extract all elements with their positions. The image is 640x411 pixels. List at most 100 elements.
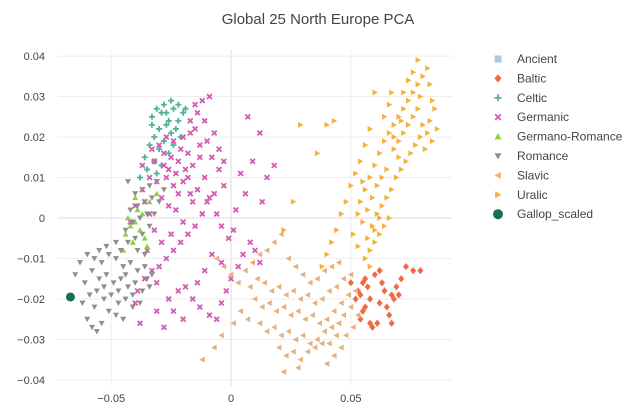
germanic-point	[158, 239, 165, 246]
legend-label: Uralic	[517, 188, 548, 202]
x-tick-label: 0.05	[340, 393, 361, 405]
uralic-point	[386, 215, 393, 221]
celtic-point	[148, 121, 155, 128]
slavic-point	[307, 340, 313, 347]
slavic-point	[199, 356, 205, 363]
romance-point	[146, 223, 153, 230]
celtic-point	[172, 125, 179, 132]
uralic-point	[329, 239, 335, 246]
slavic-point	[297, 295, 303, 302]
romance-point	[139, 187, 146, 193]
germanic-point	[216, 146, 223, 153]
legend-item-germano-romance[interactable]: Germano-Romance	[494, 130, 623, 144]
germanic-point	[199, 210, 206, 217]
germanic-point	[165, 166, 172, 173]
legend-item-germanic[interactable]: Germanic	[494, 110, 569, 124]
romance-point	[122, 227, 129, 234]
germanic-point	[213, 316, 220, 323]
uralic-point	[396, 138, 402, 145]
slavic-point	[323, 316, 330, 323]
uralic-point	[384, 194, 390, 201]
germanic-point	[170, 247, 177, 254]
legend-item-slavic[interactable]: Slavic	[494, 168, 550, 182]
romance-point	[112, 312, 119, 319]
celtic-point	[163, 109, 170, 116]
germanic-point	[175, 158, 182, 165]
celtic-point	[144, 166, 151, 173]
slavic-point	[340, 312, 347, 319]
legend-marker-ancient	[494, 55, 502, 63]
slavic-point	[347, 271, 354, 278]
baltic-point	[381, 287, 388, 295]
germano-romance-point	[129, 239, 136, 245]
uralic-point	[362, 186, 369, 193]
germanic-point	[211, 190, 218, 197]
uralic-point	[417, 134, 424, 141]
legend-item-celtic[interactable]: Celtic	[494, 91, 548, 105]
slavic-point	[290, 348, 296, 355]
germanic-point	[194, 279, 201, 286]
germanic-point	[192, 101, 199, 108]
romance-point	[115, 288, 122, 294]
data-points	[65, 57, 441, 375]
legend-label: Baltic	[517, 71, 546, 85]
uralic-point	[415, 105, 421, 112]
celtic-point	[168, 97, 175, 104]
romance-point	[134, 268, 141, 274]
baltic-point	[347, 279, 354, 287]
slavic-point	[280, 304, 287, 311]
romance-point	[91, 256, 98, 262]
slavic-point	[283, 352, 289, 359]
slavic-point	[345, 291, 351, 298]
uralic-point	[348, 182, 354, 189]
germanic-point	[151, 227, 158, 234]
baltic-point	[367, 295, 374, 303]
uralic-point	[377, 215, 383, 221]
slavic-point	[326, 340, 332, 347]
slavic-point	[295, 364, 301, 371]
legend-item-uralic[interactable]: Uralic	[495, 188, 548, 202]
germanic-point	[194, 109, 201, 116]
chart-title: Global 25 North Europe PCA	[222, 11, 415, 28]
legend-label: Germanic	[517, 110, 569, 124]
romance-point	[141, 252, 148, 258]
slavic-point	[309, 312, 315, 319]
legend-item-gallop-scaled[interactable]: Gallop_scaled	[493, 207, 593, 221]
romance-point	[79, 300, 86, 307]
uralic-point	[434, 125, 441, 132]
romance-point	[89, 324, 96, 331]
legend-item-ancient[interactable]: Ancient	[494, 52, 558, 66]
legend-item-romance[interactable]: Romance	[494, 149, 569, 163]
uralic-point	[331, 117, 338, 124]
baltic-point	[391, 295, 398, 303]
germano-romance-point	[146, 198, 153, 205]
legend-label: Gallop_scaled	[517, 207, 593, 221]
uralic-point	[353, 170, 359, 177]
slavic-point	[292, 263, 299, 270]
baltic-point	[398, 275, 405, 283]
germanic-point	[196, 142, 203, 149]
romance-point	[129, 219, 136, 226]
romance-point	[89, 268, 96, 274]
celtic-point	[153, 170, 160, 177]
slavic-point	[335, 259, 342, 266]
legend-item-baltic[interactable]: Baltic	[494, 71, 547, 85]
uralic-point	[370, 223, 376, 230]
uralic-point	[319, 263, 326, 270]
uralic-point	[355, 243, 362, 250]
uralic-point	[379, 202, 386, 209]
uralic-point	[405, 97, 412, 104]
x-tick-label: 0	[228, 393, 234, 405]
uralic-point	[391, 134, 398, 141]
slavic-point	[333, 332, 339, 339]
uralic-point	[298, 121, 304, 128]
germano-romance-point	[132, 194, 139, 201]
celtic-point	[163, 121, 170, 128]
germanic-point	[220, 158, 227, 165]
romance-point	[132, 280, 139, 286]
slavic-point	[261, 279, 267, 286]
uralic-point	[367, 125, 374, 132]
germano-romance-point	[144, 243, 151, 249]
germanic-point	[132, 299, 139, 307]
germanic-point	[249, 158, 256, 165]
